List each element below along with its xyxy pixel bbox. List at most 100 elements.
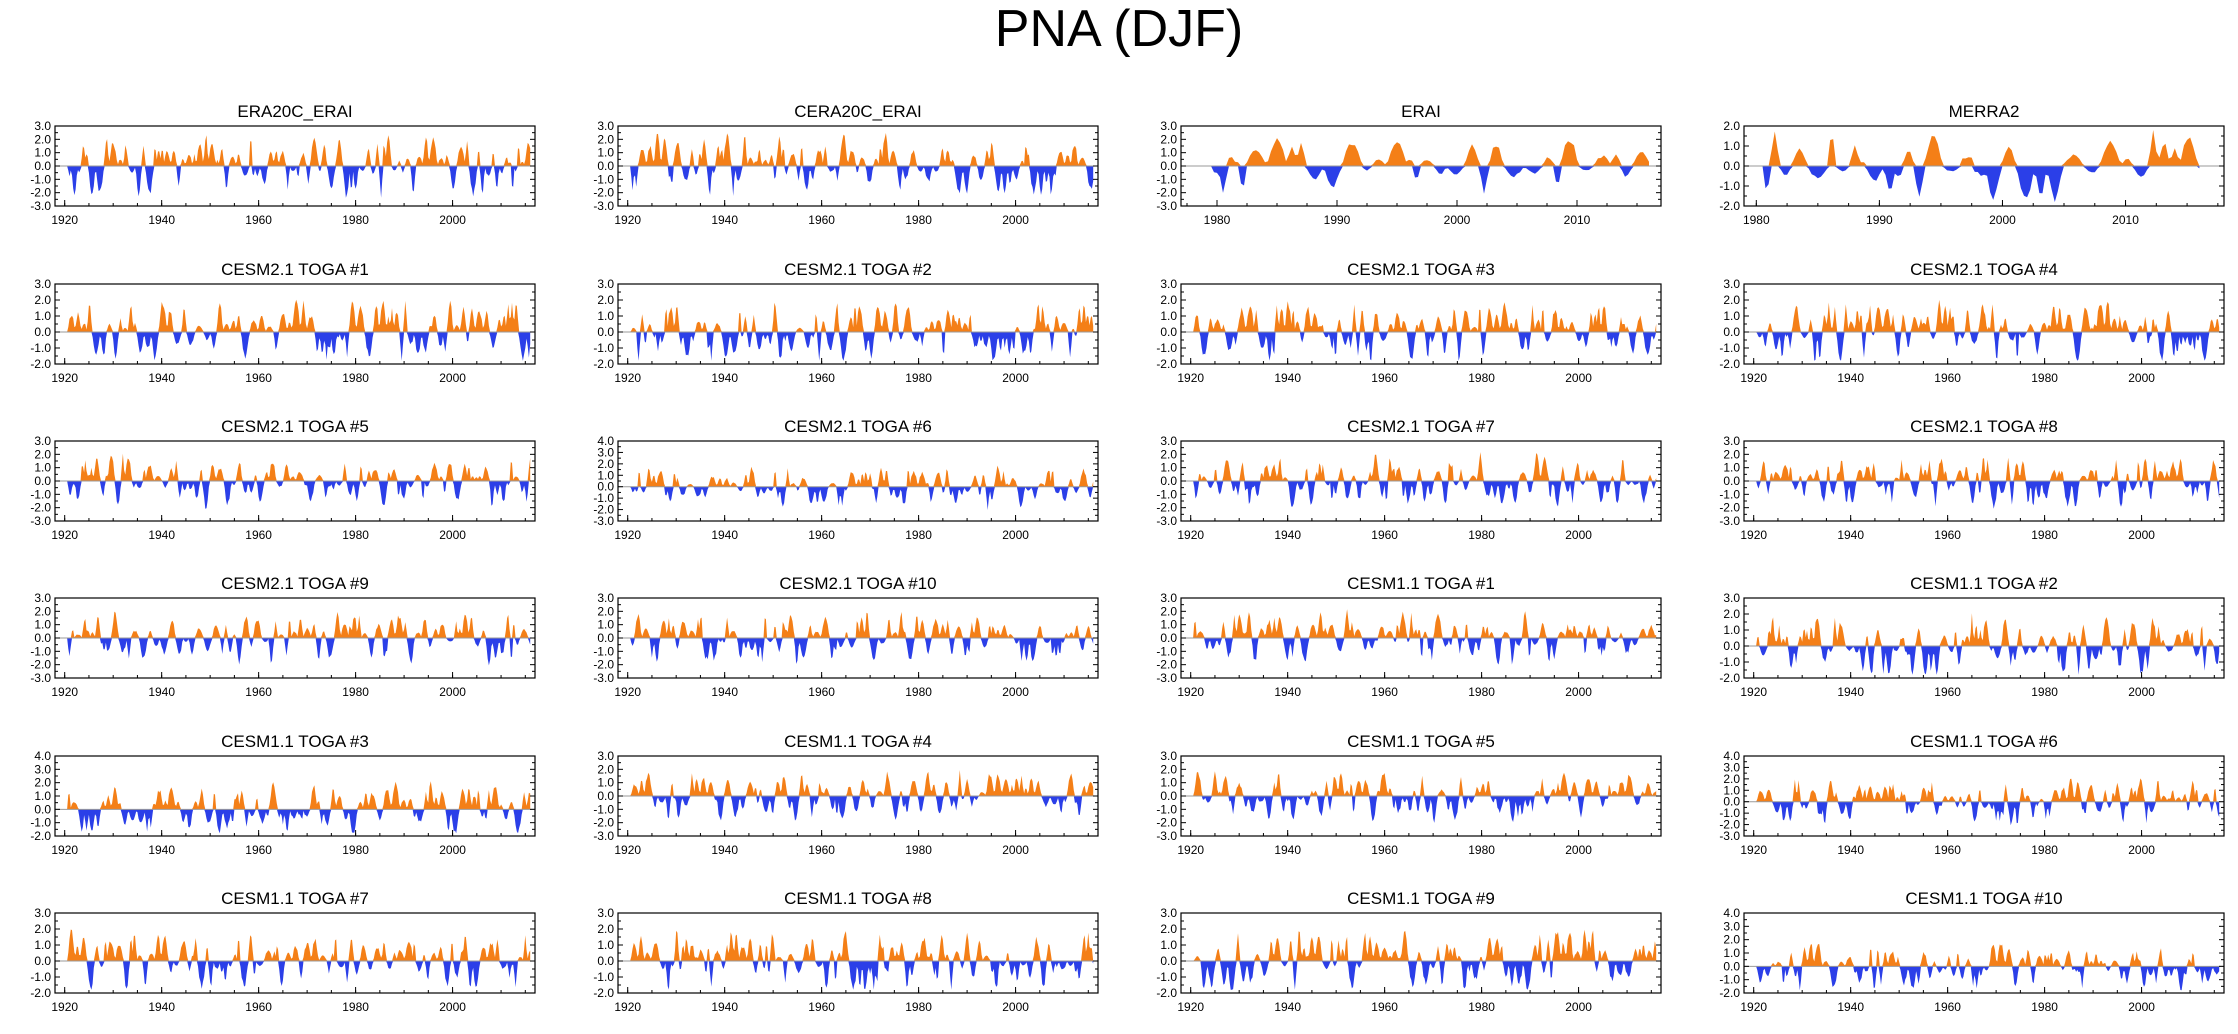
x-tick-label: 2000 xyxy=(1444,213,1471,227)
y-tick-label: 3.0 xyxy=(1723,591,1740,605)
y-tick-label: 0.0 xyxy=(597,789,614,803)
x-tick-label: 1940 xyxy=(711,685,738,699)
x-tick-label: 1920 xyxy=(614,685,641,699)
x-tick-label: 2000 xyxy=(439,371,466,385)
y-tick-label: -3.0 xyxy=(593,199,614,213)
x-tick-label: 1940 xyxy=(148,1000,175,1014)
y-tick-label: 0.0 xyxy=(1160,474,1177,488)
x-tick-label: 1940 xyxy=(148,843,175,857)
y-tick-label: -1.0 xyxy=(1719,973,1740,987)
positive-area xyxy=(1753,944,2220,967)
y-tick-label: 2.0 xyxy=(1160,922,1177,936)
x-tick-label: 1940 xyxy=(148,528,175,542)
x-tick-label: 1980 xyxy=(342,213,369,227)
y-tick-label: 1.0 xyxy=(34,618,51,632)
x-tick-label: 1940 xyxy=(1274,685,1301,699)
panel-24: CESM1.1 TOGA #104.03.02.01.00.0-1.0-2.01… xyxy=(1719,889,2225,1014)
x-tick-label: 1940 xyxy=(1837,1000,1864,1014)
x-tick-label: 1960 xyxy=(808,685,835,699)
y-tick-label: -1.0 xyxy=(1719,487,1740,501)
y-tick-label: 1.0 xyxy=(1160,146,1177,160)
y-tick-label: -1.0 xyxy=(1156,970,1177,984)
positive-area xyxy=(64,299,531,332)
x-tick-label: 1960 xyxy=(1934,685,1961,699)
y-tick-label: 1.0 xyxy=(597,468,614,482)
y-tick-label: 0.0 xyxy=(1160,789,1177,803)
negative-area xyxy=(1190,796,1657,823)
y-tick-label: 0.0 xyxy=(34,631,51,645)
panel-title: MERRA2 xyxy=(1949,102,2020,121)
x-tick-label: 1940 xyxy=(1274,843,1301,857)
y-tick-label: -3.0 xyxy=(1156,829,1177,843)
y-tick-label: 2.0 xyxy=(597,293,614,307)
negative-area xyxy=(64,809,531,834)
positive-area xyxy=(64,611,531,638)
panel-title: CESM2.1 TOGA #7 xyxy=(1347,417,1495,436)
negative-area xyxy=(627,961,1094,990)
y-tick-label: -2.0 xyxy=(1719,671,1740,685)
x-tick-label: 1980 xyxy=(905,528,932,542)
positive-area xyxy=(627,133,1094,166)
y-tick-label: 0.0 xyxy=(34,954,51,968)
y-tick-label: 1.0 xyxy=(34,461,51,475)
x-tick-label: 1940 xyxy=(1274,371,1301,385)
x-tick-label: 1920 xyxy=(51,685,78,699)
y-tick-label: -2.0 xyxy=(1719,818,1740,832)
y-tick-label: 3.0 xyxy=(597,591,614,605)
y-tick-label: 2.0 xyxy=(1160,293,1177,307)
negative-area xyxy=(64,961,531,990)
y-tick-label: 1.0 xyxy=(1723,309,1740,323)
positive-area xyxy=(1753,457,2220,481)
panel-title: CESM2.1 TOGA #10 xyxy=(779,574,936,593)
negative-area xyxy=(1190,332,1657,361)
x-tick-label: 1940 xyxy=(711,1000,738,1014)
negative-area xyxy=(1205,166,1649,194)
y-tick-label: 1.0 xyxy=(34,789,51,803)
y-tick-label: -2.0 xyxy=(1156,357,1177,371)
y-tick-label: 2.0 xyxy=(1723,933,1740,947)
panel-15: CESM1.1 TOGA #13.02.01.00.0-1.0-2.0-3.01… xyxy=(1156,574,1662,699)
y-tick-label: 2.0 xyxy=(597,132,614,146)
y-tick-label: 3.0 xyxy=(34,434,51,448)
x-tick-label: 1980 xyxy=(2031,371,2058,385)
panel-title: CESM1.1 TOGA #7 xyxy=(221,889,369,908)
y-tick-label: -2.0 xyxy=(1719,501,1740,515)
y-tick-label: -2.0 xyxy=(1719,986,1740,1000)
y-tick-label: 2.0 xyxy=(34,447,51,461)
x-tick-label: 1920 xyxy=(1740,528,1767,542)
x-tick-label: 1920 xyxy=(51,371,78,385)
x-tick-label: 1960 xyxy=(1371,843,1398,857)
negative-area xyxy=(1753,801,2220,826)
y-tick-label: -3.0 xyxy=(593,671,614,685)
x-tick-label: 2000 xyxy=(439,685,466,699)
negative-area xyxy=(627,796,1094,821)
x-tick-label: 1980 xyxy=(2031,685,2058,699)
panel-title: ERAI xyxy=(1401,102,1441,121)
y-tick-label: 0.0 xyxy=(597,325,614,339)
positive-area xyxy=(627,770,1094,796)
x-tick-label: 1960 xyxy=(808,528,835,542)
panel-title: CESM1.1 TOGA #8 xyxy=(784,889,932,908)
x-tick-label: 1920 xyxy=(614,1000,641,1014)
x-tick-label: 1980 xyxy=(342,528,369,542)
positive-area xyxy=(627,930,1094,961)
x-tick-label: 1960 xyxy=(1371,528,1398,542)
y-tick-label: 3.0 xyxy=(1160,591,1177,605)
y-tick-label: 2.0 xyxy=(1160,132,1177,146)
y-tick-label: -1.0 xyxy=(1156,802,1177,816)
y-tick-label: 2.0 xyxy=(597,457,614,471)
y-tick-label: -2.0 xyxy=(1719,357,1740,371)
y-tick-label: 0.0 xyxy=(1160,954,1177,968)
y-tick-label: 3.0 xyxy=(34,762,51,776)
x-tick-label: 1980 xyxy=(1468,1000,1495,1014)
panel-title: CESM1.1 TOGA #1 xyxy=(1347,574,1495,593)
y-tick-label: 1.0 xyxy=(1160,461,1177,475)
y-tick-label: -1.0 xyxy=(593,644,614,658)
y-tick-label: -3.0 xyxy=(1156,514,1177,528)
y-tick-label: 0.0 xyxy=(1723,959,1740,973)
